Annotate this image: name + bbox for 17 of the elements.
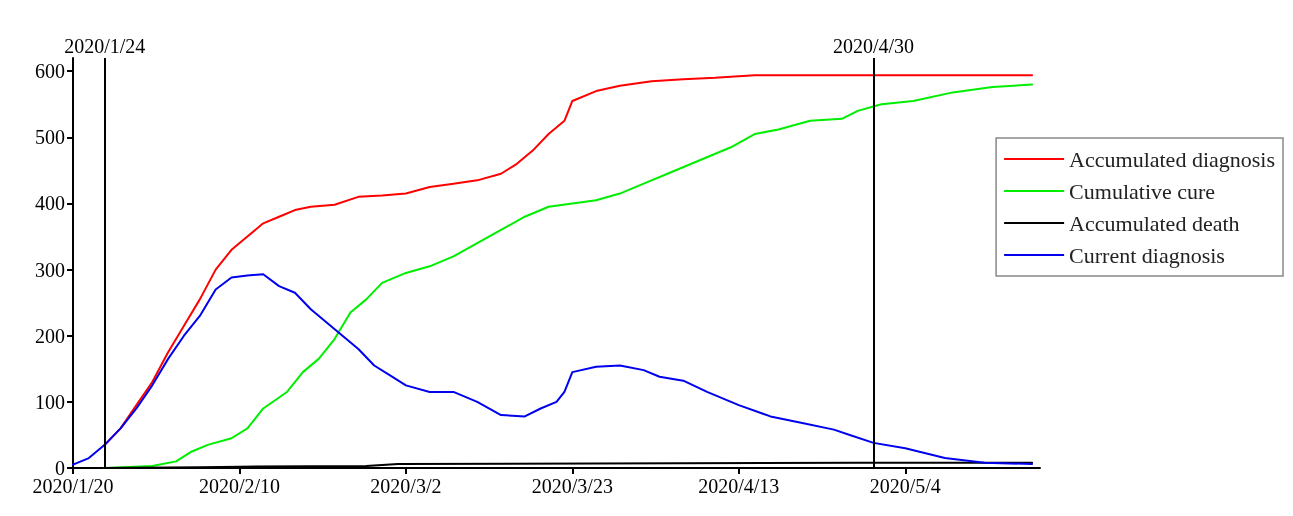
y-tick-label: 200 xyxy=(35,324,65,347)
x-tick-label: 2020/3/2 xyxy=(370,475,442,497)
y-tick-label: 100 xyxy=(35,390,65,413)
x-tick-label: 2020/4/13 xyxy=(698,475,780,497)
y-tick-label: 400 xyxy=(35,192,65,215)
ref-line-label: 2020/1/24 xyxy=(64,35,146,57)
y-tick-label: 500 xyxy=(35,126,65,149)
legend-label: Accumulated diagnosis xyxy=(1069,146,1276,172)
y-tick-label: 600 xyxy=(35,60,65,83)
x-tick-label: 2020/2/10 xyxy=(198,475,281,497)
legend-label: Accumulated death xyxy=(1069,210,1240,236)
legend-label: Current diagnosis xyxy=(1069,242,1225,268)
x-tick-label: 2020/3/23 xyxy=(531,475,613,497)
ref-line-label: 2020/4/30 xyxy=(832,35,915,57)
y-tick-label: 300 xyxy=(35,258,65,281)
legend-label: Cumulative cure xyxy=(1069,178,1216,204)
x-tick-label: 2020/5/4 xyxy=(869,475,941,497)
